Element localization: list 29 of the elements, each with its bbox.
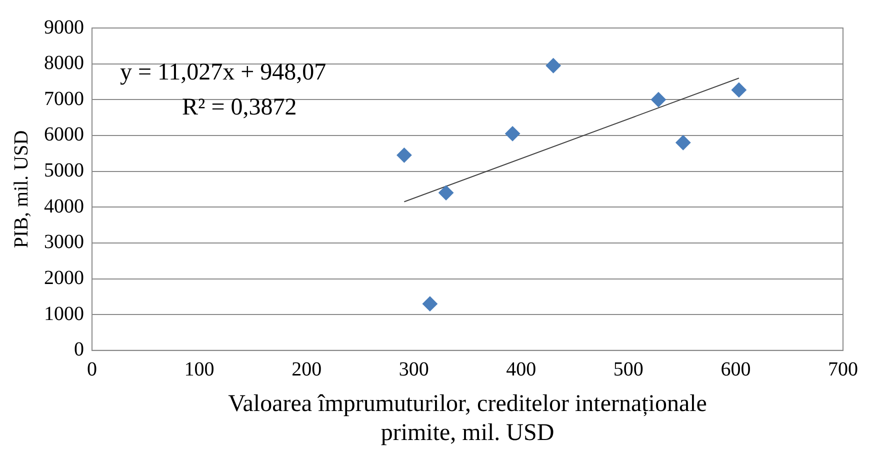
y-tick-label: 7000 [44,88,84,110]
y-tick-label: 1000 [44,302,84,325]
point [546,58,561,74]
x-tick-label: 200 [292,358,322,381]
y-axis-title: PIB, mil. USD [10,130,32,248]
x-tick-label: 300 [398,358,429,381]
x-tick-label: 100 [184,358,214,381]
y-tick-label: 8000 [44,52,84,74]
x-tick-label: 500 [613,358,644,381]
annotation: R² = 0,3872 [182,94,297,120]
y-tick-label: 9000 [44,16,84,38]
x-tick-label: 400 [506,358,536,381]
x-tick-label: 700 [828,358,858,381]
y-tick-label: 6000 [44,124,84,146]
point [396,148,412,163]
x-axis-title: Valoarea împrumuturilor, creditelor internaționale primite, mil. USD [228,391,707,446]
y-tick-label: 2000 [44,267,84,290]
annotation: y = 11,027x + 948,07 [120,59,326,86]
y-tick-label: 0 [74,338,84,361]
point [422,296,438,312]
point [676,135,691,150]
point [505,126,520,142]
point [650,92,666,108]
point [731,82,746,98]
y-tick-label: 4000 [44,195,84,218]
point [438,185,454,200]
x-tick-label: 600 [720,358,751,381]
y-tick-label: 3000 [44,231,84,254]
y-tick-label: 5000 [44,160,84,182]
